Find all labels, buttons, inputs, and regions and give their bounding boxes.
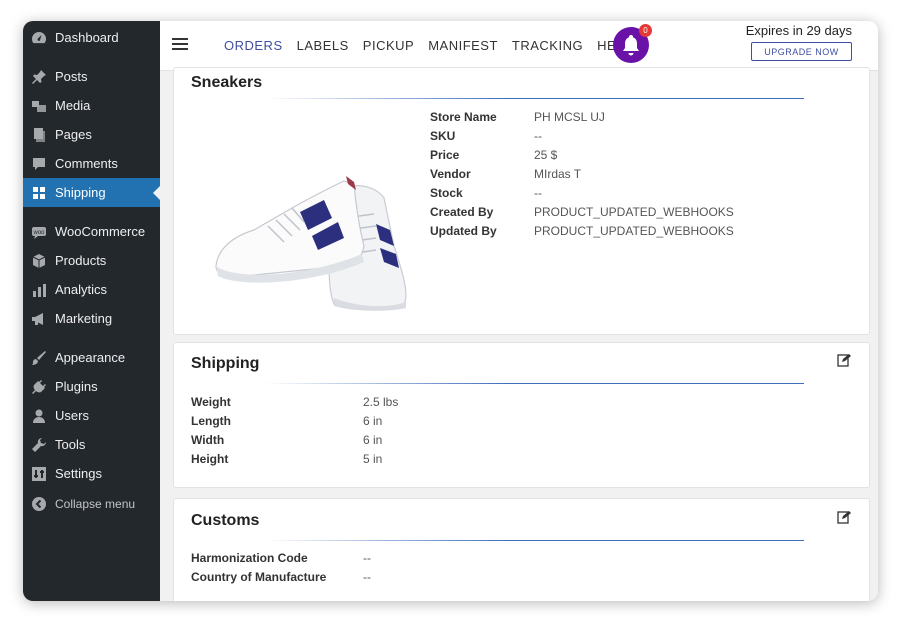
nav-labels[interactable]: LABELS [296,38,349,53]
detail-row-stock: Stock -- [430,186,542,200]
sidebar-item-label: WooCommerce [55,224,146,239]
grid-icon [31,185,47,201]
trial-expiry-text: Expires in 29 days [745,23,852,38]
edit-icon[interactable] [837,510,851,524]
main-nav: ORDERS LABELS PICKUP MANIFEST TRACKING H… [224,38,647,53]
product-image-sneakers [215,176,407,311]
box-icon [31,253,47,269]
detail-row-length: Length 6 in [191,414,383,428]
detail-row-store-name: Store Name PH MCSL UJ [430,110,605,124]
sidebar-item-label: Comments [55,156,118,171]
customs-card: Customs Harmonization Code -- Country of… [173,498,870,601]
sidebar-item-label: Settings [55,466,102,481]
sidebar-item-appearance[interactable]: Appearance [23,343,160,372]
user-icon [31,408,47,424]
notification-count-badge: 0 [639,24,652,37]
sidebar-item-label: Dashboard [55,30,119,45]
detail-row-sku: SKU -- [430,129,542,143]
brush-icon [31,350,47,366]
sidebar-item-label: Appearance [55,350,126,365]
detail-row-created-by: Created By PRODUCT_UPDATED_WEBHOOKS [430,205,734,219]
sidebar-item-label: Marketing [55,311,113,326]
sidebar-item-label: Media [55,98,91,113]
sidebar-item-posts[interactable]: Posts [23,62,160,91]
product-title: Sneakers [191,74,263,91]
nav-orders[interactable]: ORDERS [224,38,283,53]
sidebar-item-woocommerce[interactable]: woo WooCommerce [23,217,160,246]
detail-row-vendor: Vendor MIrdas T [430,167,582,181]
detail-row-updated-by: Updated By PRODUCT_UPDATED_WEBHOOKS [430,224,734,238]
notifications-button[interactable]: 0 [613,24,652,63]
sidebar-item-label: Tools [55,437,86,452]
nav-pickup[interactable]: PICKUP [362,38,415,53]
bar-chart-icon [31,282,47,298]
sidebar-item-plugins[interactable]: Plugins [23,372,160,401]
woocommerce-icon: woo [31,224,47,240]
sidebar-item-products[interactable]: Products [23,246,160,275]
svg-text:woo: woo [32,230,45,236]
app-window: Dashboard Posts Media Pages Comments [23,21,878,601]
hamburger-menu-icon[interactable] [172,38,188,50]
collapse-arrow-icon [31,496,47,512]
detail-row-price: Price 25 $ [430,148,558,162]
sidebar-item-label: Analytics [55,282,108,297]
dashboard-icon [31,30,47,46]
bell-icon [623,35,639,56]
sidebar-item-shipping[interactable]: Shipping [23,178,160,207]
sidebar-item-media[interactable]: Media [23,91,160,120]
admin-sidebar: Dashboard Posts Media Pages Comments [23,21,160,601]
nav-tracking[interactable]: TRACKING [511,38,584,53]
collapse-menu-button[interactable]: Collapse menu [23,489,160,518]
detail-row-weight: Weight 2.5 lbs [191,395,399,409]
section-divider [264,98,804,99]
sidebar-item-settings[interactable]: Settings [23,459,160,488]
edit-icon[interactable] [837,353,851,367]
sidebar-item-dashboard[interactable]: Dashboard [23,23,160,52]
media-icon [31,98,47,114]
pin-icon [31,69,47,85]
nav-manifest[interactable]: MANIFEST [428,38,498,53]
top-navigation-bar: ORDERS LABELS PICKUP MANIFEST TRACKING H… [160,21,878,71]
detail-row-country-of-manufacture: Country of Manufacture -- [191,570,371,584]
settings-icon [31,466,47,482]
sidebar-item-label: Shipping [55,185,106,200]
detail-row-width: Width 6 in [191,433,383,447]
comments-icon [31,156,47,172]
detail-row-harmonization-code: Harmonization Code -- [191,551,371,565]
product-card: Sneakers Store Name PH M [173,67,870,335]
sidebar-item-comments[interactable]: Comments [23,149,160,178]
detail-row-height: Height 5 in [191,452,383,466]
sidebar-item-analytics[interactable]: Analytics [23,275,160,304]
sidebar-item-label: Products [55,253,107,268]
pages-icon [31,127,47,143]
section-divider [264,540,804,541]
collapse-menu-label: Collapse menu [55,496,136,511]
sidebar-item-label: Plugins [55,379,98,394]
customs-title: Customs [191,512,260,529]
sidebar-item-label: Pages [55,127,92,142]
sidebar-item-marketing[interactable]: Marketing [23,304,160,333]
sidebar-item-pages[interactable]: Pages [23,120,160,149]
sidebar-item-users[interactable]: Users [23,401,160,430]
main-content: Sneakers Store Name PH M [160,67,878,601]
sidebar-item-tools[interactable]: Tools [23,430,160,459]
sidebar-item-label: Users [55,408,89,423]
shipping-card: Shipping Weight 2.5 lbs Length 6 in Widt… [173,342,870,488]
section-divider [264,383,804,384]
sidebar-item-label: Posts [55,69,88,84]
megaphone-icon [31,311,47,327]
plug-icon [31,379,47,395]
wrench-icon [31,437,47,453]
shipping-title: Shipping [191,355,260,372]
upgrade-now-button[interactable]: UPGRADE NOW [751,42,852,61]
